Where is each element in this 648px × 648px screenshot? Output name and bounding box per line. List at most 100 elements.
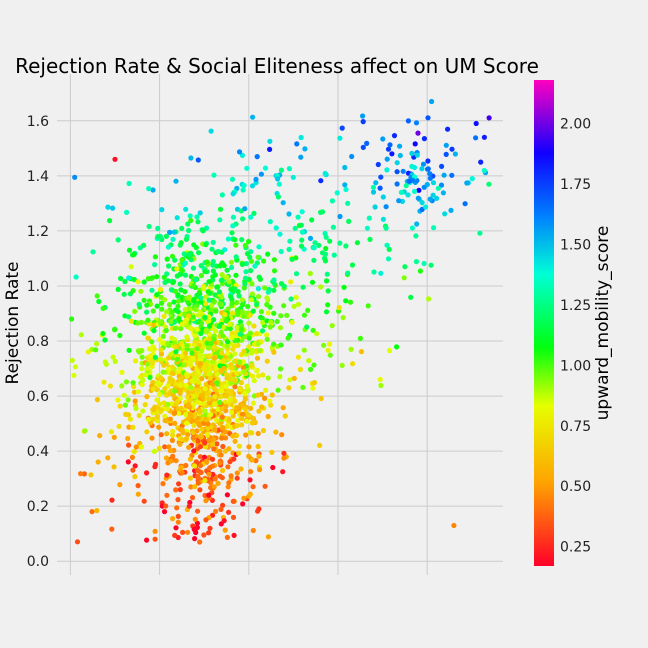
scatter-point xyxy=(89,509,95,515)
scatter-point xyxy=(181,251,187,257)
scatter-point xyxy=(152,354,159,360)
scatter-point xyxy=(163,503,169,509)
scatter-point xyxy=(311,245,317,251)
colorbar-tick-label: 0.75 xyxy=(560,419,591,435)
scatter-point xyxy=(219,475,225,481)
scatter-point xyxy=(428,262,434,268)
scatter-point xyxy=(211,172,217,178)
scatter-point xyxy=(339,362,345,368)
scatter-point xyxy=(200,228,206,234)
scatter-point xyxy=(150,187,156,193)
scatter-point xyxy=(128,318,134,324)
scatter-point xyxy=(176,410,182,417)
scatter-point xyxy=(409,163,415,169)
scatter-point xyxy=(425,158,431,164)
scatter-point xyxy=(93,347,99,353)
scatter-point xyxy=(206,297,212,303)
scatter-point xyxy=(300,384,306,390)
scatter-point xyxy=(126,442,132,448)
scatter-points xyxy=(69,98,492,545)
scatter-point xyxy=(440,190,446,196)
scatter-point xyxy=(229,310,235,316)
scatter-point xyxy=(211,401,218,407)
scatter-point xyxy=(78,332,84,338)
scatter-point xyxy=(219,414,225,420)
scatter-point xyxy=(414,221,420,227)
scatter-point xyxy=(221,358,227,364)
scatter-point xyxy=(121,392,127,398)
scatter-point xyxy=(199,376,205,382)
scatter-point xyxy=(179,470,185,476)
scatter-point xyxy=(69,316,75,322)
scatter-point xyxy=(241,182,247,189)
scatter-point xyxy=(226,376,232,382)
scatter-point xyxy=(260,319,266,326)
scatter-point xyxy=(442,211,448,217)
scatter-point xyxy=(243,269,249,275)
scatter-point xyxy=(240,216,246,222)
scatter-point xyxy=(244,418,250,424)
scatter-point xyxy=(394,169,400,175)
scatter-point xyxy=(217,399,223,406)
scatter-point xyxy=(375,161,381,168)
scatter-point xyxy=(115,397,121,403)
scatter-point xyxy=(168,458,174,464)
scatter-point xyxy=(248,469,254,475)
scatter-point xyxy=(220,467,226,474)
scatter-point xyxy=(322,170,328,177)
scatter-point xyxy=(405,192,411,198)
scatter-point xyxy=(296,222,302,229)
scatter-point xyxy=(152,254,158,260)
colorbar-label: upward_mobility_score xyxy=(593,226,613,421)
scatter-point xyxy=(122,402,128,408)
scatter-point xyxy=(194,520,200,526)
scatter-point xyxy=(249,420,255,426)
scatter-point xyxy=(213,417,220,423)
scatter-point xyxy=(202,477,208,484)
scatter-point xyxy=(189,350,195,356)
scatter-point xyxy=(146,223,152,230)
scatter-point xyxy=(268,319,274,325)
scatter-point xyxy=(269,449,275,455)
scatter-point xyxy=(262,285,268,291)
scatter-point xyxy=(235,307,241,313)
scatter-point xyxy=(183,236,189,242)
scatter-point xyxy=(243,261,249,267)
scatter-point xyxy=(415,195,421,201)
scatter-point xyxy=(256,506,262,512)
scatter-point xyxy=(221,518,227,524)
scatter-point xyxy=(310,327,316,333)
scatter-point xyxy=(141,330,147,336)
scatter-point xyxy=(431,225,437,231)
scatter-point xyxy=(321,342,327,348)
scatter-point xyxy=(133,405,139,412)
scatter-point xyxy=(377,376,383,383)
scatter-point xyxy=(238,466,244,472)
scatter-point xyxy=(330,224,336,230)
scatter-point xyxy=(191,422,197,428)
scatter-point xyxy=(383,204,389,210)
scatter-point xyxy=(216,323,223,329)
scatter-point xyxy=(196,421,202,427)
scatter-point xyxy=(187,411,193,417)
scatter-point xyxy=(256,408,262,414)
scatter-point xyxy=(135,491,141,497)
scatter-point xyxy=(239,326,245,332)
scatter-point xyxy=(452,151,458,157)
scatter-point xyxy=(481,167,487,174)
scatter-point xyxy=(234,475,240,481)
scatter-point xyxy=(194,467,201,473)
scatter-point xyxy=(411,188,418,194)
scatter-point xyxy=(230,223,236,229)
scatter-point xyxy=(156,424,162,430)
scatter-point xyxy=(273,429,279,435)
scatter-point xyxy=(241,348,247,354)
scatter-point xyxy=(267,398,273,404)
scatter-point xyxy=(155,225,161,231)
y-axis-ticks: 0.0 0.2 0.4 0.6 0.8 1.0 1.2 1.4 1.6 xyxy=(27,114,49,570)
scatter-point xyxy=(230,514,237,521)
scatter-point xyxy=(183,462,189,469)
scatter-point xyxy=(126,180,132,187)
scatter-point xyxy=(248,268,254,274)
scatter-point xyxy=(209,302,215,308)
